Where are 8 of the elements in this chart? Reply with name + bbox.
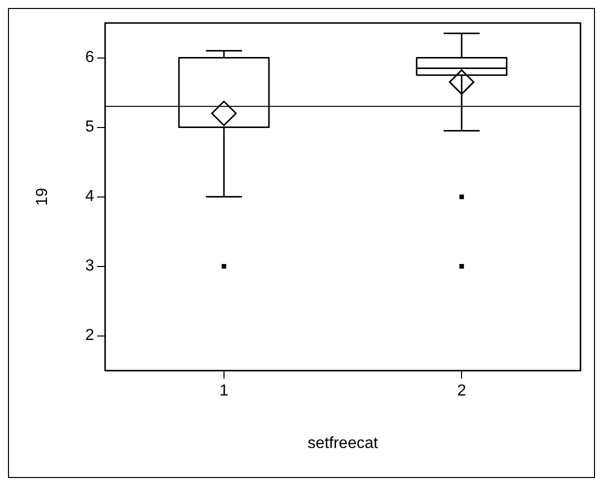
y-tick-label: 4	[85, 188, 94, 206]
x-tick-label: 1	[219, 382, 228, 400]
x-axis-title: setfreecat	[308, 434, 378, 452]
y-tick-label: 3	[85, 258, 94, 275]
y-tick-label: 2	[85, 327, 94, 344]
y-axis-title: 19	[34, 188, 52, 206]
y-tick-label: 5	[85, 118, 94, 136]
y-tick-label: 6	[85, 49, 94, 66]
